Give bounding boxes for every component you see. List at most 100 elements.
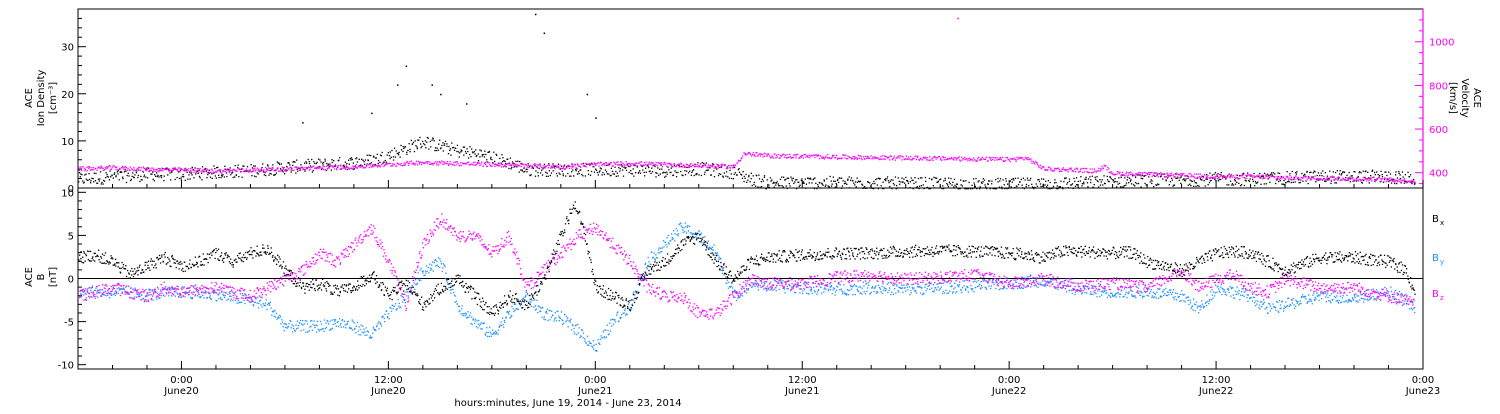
by-point [923,293,924,294]
density-point [90,180,91,181]
density-point [1179,177,1180,178]
density-point [526,171,527,172]
velocity-point [428,161,429,162]
density-point [546,176,547,177]
density-point [1225,178,1226,179]
by-point [991,282,992,283]
density-point [1346,175,1347,176]
density-point [949,182,950,183]
by-point [478,324,479,325]
density-point [853,183,854,184]
by-point [858,291,859,292]
density-point [667,167,668,168]
velocity-point [665,163,666,164]
by-point [931,288,932,289]
density-point [524,171,525,172]
x-tick-date-label: June23 [1405,386,1441,397]
density-point [1089,176,1090,177]
velocity-point [1004,161,1005,162]
by-point [405,302,406,303]
velocity-point [705,164,706,165]
density-point [1206,174,1207,175]
velocity-point [1165,176,1166,177]
velocity-point [191,172,192,173]
by-point [184,286,185,287]
velocity-point [143,166,144,167]
by-point [984,280,985,281]
velocity-point [927,159,928,160]
velocity-point [1287,176,1288,177]
by-point [477,327,478,328]
density-point [1253,173,1254,174]
velocity-point [1043,166,1044,167]
by-point [211,299,212,300]
velocity-point [1207,176,1208,177]
by-point [615,321,616,322]
density-outlier-point [466,103,468,105]
by-point [171,295,172,296]
by-point [375,330,376,331]
by-point [492,330,493,331]
density-point [677,172,678,173]
by-point [638,284,639,285]
velocity-point [556,167,557,168]
density-point [943,180,944,181]
by-point [403,297,404,298]
velocity-point [684,167,685,168]
by-point [748,289,749,290]
by-point [828,290,829,291]
density-point [915,181,916,182]
density-point [1247,172,1248,173]
velocity-point [1366,180,1367,181]
density-point [454,150,455,151]
by-point [975,287,976,288]
velocity-point [1100,169,1101,170]
by-point [728,282,729,283]
density-point [446,146,447,147]
velocity-point [784,157,785,158]
density-point [304,163,305,164]
velocity-point [908,156,909,157]
velocity-point [615,164,616,165]
density-point [1281,184,1282,185]
by-point [606,337,607,338]
velocity-point [268,169,269,170]
density-point [540,172,541,173]
density-point [742,178,743,179]
density-point [93,181,94,182]
density-point [243,166,244,167]
velocity-point [1046,169,1047,170]
by-point [604,336,605,337]
velocity-point [1097,170,1098,171]
velocity-point [604,165,605,166]
density-point [792,180,793,181]
velocity-point [1216,174,1217,175]
density-point [1321,173,1322,174]
density-point [650,170,651,171]
velocity-point [1379,177,1380,178]
velocity-point [245,170,246,171]
velocity-point [1022,157,1023,158]
velocity-point [592,164,593,165]
density-point [379,162,380,163]
density-point [783,186,784,187]
by-point [163,295,164,296]
velocity-point [595,165,596,166]
velocity-point [1100,168,1101,169]
density-point [900,181,901,182]
density-point [997,181,998,182]
by-point [445,278,446,279]
by-point [621,314,622,315]
velocity-point [247,170,248,171]
density-point [588,174,589,175]
velocity-point [990,158,991,159]
velocity-point [147,167,148,168]
by-point [672,237,673,238]
by-point [998,280,999,281]
density-point [230,174,231,175]
x-tick-date-label: June22 [1198,386,1234,397]
density-point [1060,181,1061,182]
density-point [161,175,162,176]
density-point [969,182,970,183]
